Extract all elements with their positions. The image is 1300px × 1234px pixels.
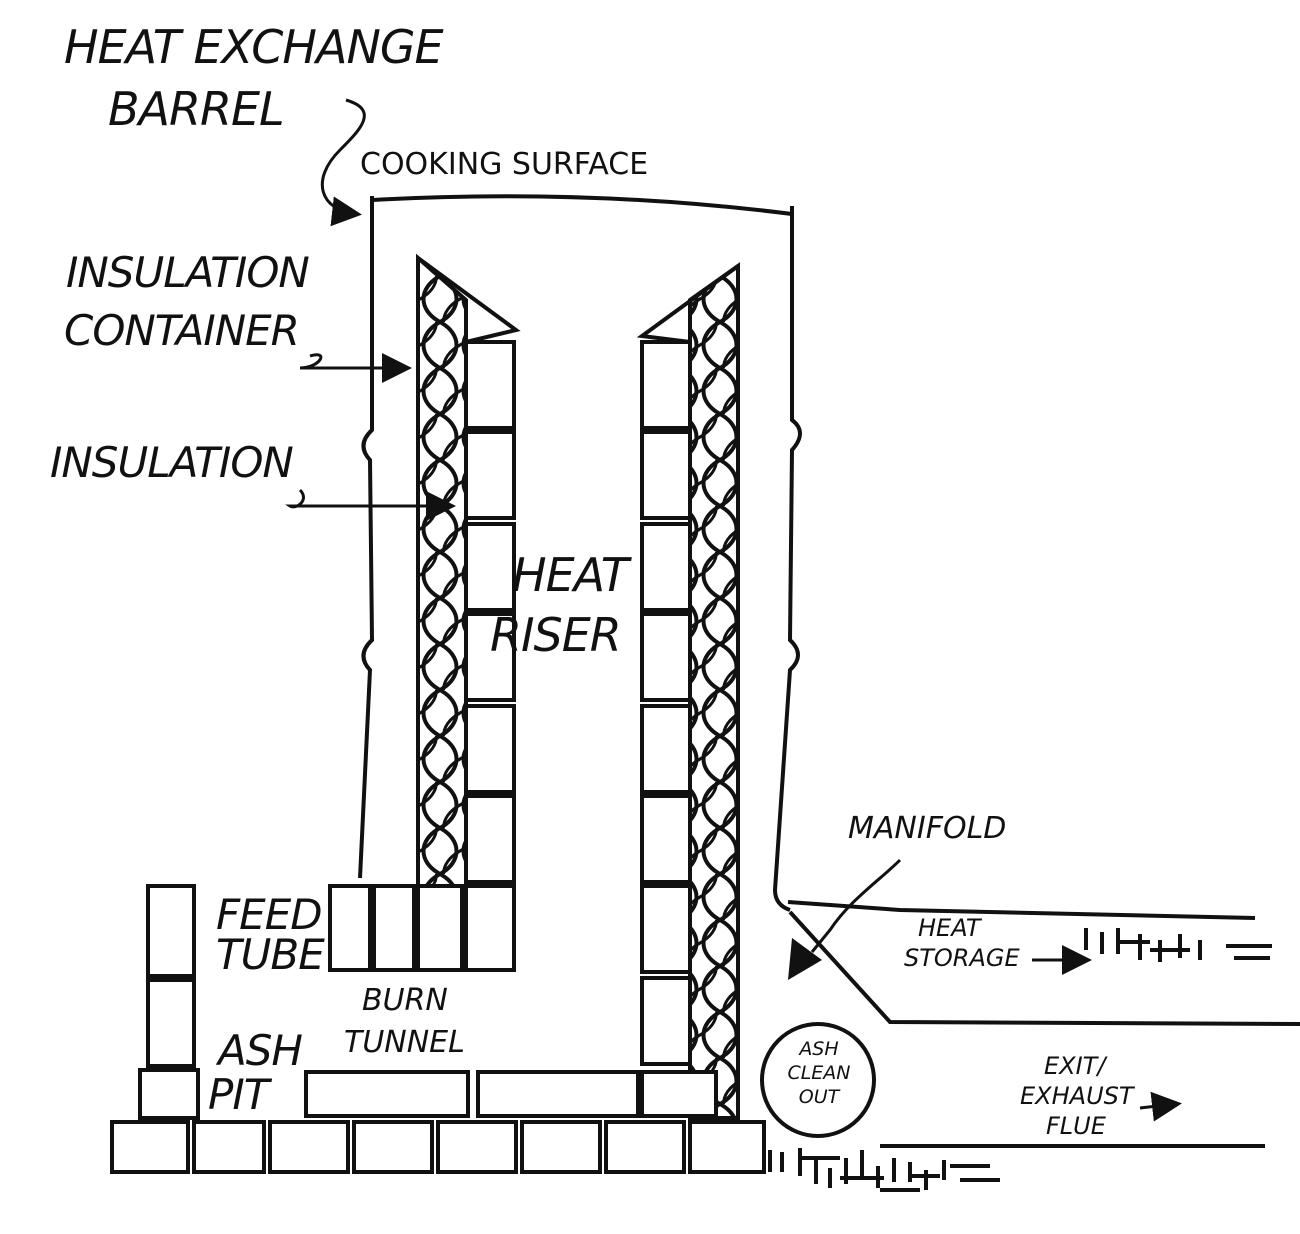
label-ash-clean-out-line1: ASH (799, 1038, 839, 1060)
heat-riser-bricks-right (640, 340, 692, 1066)
label-cooking-surface: COOKING SURFACE (360, 147, 649, 182)
label-insulation-container-line1: INSULATION (66, 248, 310, 297)
riser-brick-right (640, 430, 692, 520)
riser-brick-left (464, 612, 516, 702)
ash-clean-out-circle (760, 1022, 876, 1138)
burn-tunnel-slabs (304, 1070, 718, 1118)
label-heat-riser-line1: HEAT (512, 548, 629, 602)
label-manifold: MANIFOLD (848, 811, 1007, 846)
riser-brick-left (464, 522, 516, 612)
riser-brick-left (464, 794, 516, 884)
riser-brick-right (640, 704, 692, 794)
label-feed-tube-line1: FEED (216, 890, 323, 939)
heat-riser-bricks-left (464, 340, 516, 884)
label-insulation-container-line2: CONTAINER (64, 306, 300, 355)
riser-brick-left (464, 430, 516, 520)
label-heat-riser-line2: RISER (490, 608, 622, 662)
heat-storage-duct (787, 900, 1300, 1148)
feed-tube-bricks (328, 884, 516, 972)
base-bricks (110, 1120, 766, 1174)
label-ash-clean-out-line3: OUT (798, 1086, 840, 1108)
label-ash-pit-line1: ASH (218, 1026, 303, 1075)
label-exit-flue-line3: FLUE (1046, 1112, 1106, 1140)
insulation-left (416, 253, 468, 890)
riser-brick-right (640, 612, 692, 702)
heat-exchange-barrel (358, 194, 802, 912)
label-heat-storage-line2: STORAGE (904, 944, 1020, 972)
leader-arrows (285, 98, 1182, 1122)
label-heat-storage-line1: HEAT (918, 914, 981, 942)
insulation-container (416, 256, 740, 1118)
manifold-arrow (788, 858, 902, 980)
insulation-right (688, 262, 740, 1120)
label-feed-tube-line2: TUBE (216, 930, 325, 979)
label-burn-tunnel-line1: BURN (362, 983, 448, 1018)
label-insulation: INSULATION (50, 438, 294, 487)
label-barrel: BARREL (108, 82, 285, 136)
label-heat-exchange: HEAT EXCHANGE (64, 20, 444, 74)
label-ash-clean-out-line2: CLEAN (787, 1062, 851, 1084)
riser-brick-right (640, 884, 692, 974)
ash-pit-column (138, 884, 200, 1120)
riser-brick-left (464, 704, 516, 794)
riser-brick-right (640, 340, 692, 430)
ground-hatching (768, 928, 1272, 1192)
label-ash-pit-line2: PIT (208, 1070, 269, 1119)
label-exit-flue-line1: EXIT/ (1044, 1052, 1106, 1080)
riser-brick-right (640, 794, 692, 884)
riser-brick-right (640, 976, 692, 1066)
label-exit-flue-line2: EXHAUST (1020, 1082, 1134, 1110)
riser-brick-left (464, 340, 516, 430)
label-burn-tunnel-line2: TUNNEL (344, 1025, 465, 1060)
riser-brick-right (640, 522, 692, 612)
